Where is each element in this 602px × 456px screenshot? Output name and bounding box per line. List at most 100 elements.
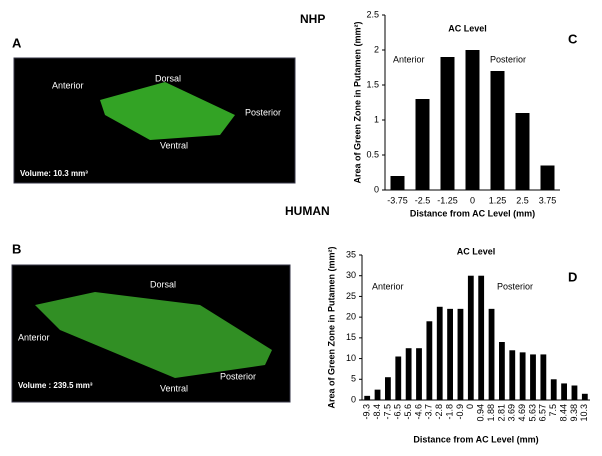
image-a: Anterior Dorsal Posterior Ventral Volume… [13,57,296,184]
x-tick-label: -9.3 [362,404,372,420]
annotation: Posterior [490,54,526,64]
x-tick-label: 6.57 [538,404,548,422]
panel-label: D [568,269,577,284]
bar [530,354,536,400]
x-tick-label: -8.4 [372,404,382,420]
bar [488,308,495,400]
image-label: Dorsal [155,73,181,83]
bar [467,275,474,400]
image-label: Anterior [52,80,84,90]
x-tick-label: -3.7 [424,404,434,420]
annotation: Anterior [372,281,404,291]
bar [415,99,430,190]
panel-label: C [568,31,578,46]
annotation: Posterior [497,281,533,291]
x-tick-label: 1.25 [489,195,507,205]
y-tick-label: 0.5 [366,149,379,159]
bar [395,356,402,400]
header: NHP [300,12,325,26]
bar [390,176,405,190]
bar [364,395,371,400]
y-tick-label: 25 [346,291,356,301]
x-tick-label: -4.6 [413,404,423,420]
y-tick-label: 1.5 [366,79,379,89]
image-label: Dorsal [150,279,176,289]
render-shape [100,82,235,140]
x-tick-label: 2.81 [496,404,506,422]
bar [540,165,555,190]
x-tick-label: -2.8 [434,404,444,420]
x-tick-label: 5.63 [527,404,537,422]
panel-label: A [12,35,22,50]
image-label: Posterior [245,107,281,117]
x-tick-label: -1.8 [444,404,454,420]
x-tick-label: 3.69 [507,404,517,422]
bar [515,113,530,190]
bar [540,354,547,400]
image-label: Ventral [160,140,188,150]
bar [436,306,443,400]
bar [478,275,485,400]
y-axis-label: Area of Green Zone in Putamen (mm²) [352,21,362,183]
x-tick-label: -0.9 [455,404,465,420]
bar [490,71,505,190]
bar [440,57,455,190]
image-label: Posterior [220,371,256,381]
bar [457,308,464,400]
panel-label: B [12,241,21,256]
render-shape [35,292,272,378]
bar [465,50,480,190]
x-tick-label: 8.44 [558,404,568,422]
bar [416,348,422,400]
y-tick-label: 10 [346,353,356,363]
x-tick-label: 9.38 [569,404,579,422]
bar [519,352,526,400]
y-tick-label: 5 [351,374,356,384]
image-label: Volume : 239.5 mm³ [18,381,93,390]
bar [581,393,588,400]
image-b: Anterior Dorsal Posterior Ventral Volume… [11,264,291,403]
image-label: Volume: 10.3 mm³ [20,169,88,178]
header: HUMAN [285,204,330,218]
y-tick-label: 0 [374,184,379,194]
bar [385,377,391,400]
x-tick-label: 1.88 [486,404,496,422]
annotation: Anterior [393,54,425,64]
annotation: AC Level [457,246,496,256]
image-label: Anterior [18,332,50,342]
bar [561,383,567,400]
x-tick-label: 0 [470,195,475,205]
x-tick-label: 2.5 [516,195,529,205]
y-tick-label: 1 [374,114,379,124]
bar [571,385,578,400]
x-tick-label: 7.5 [548,404,558,417]
bar [426,321,433,400]
annotation: AC Level [448,23,487,33]
bar [447,308,453,400]
x-tick-label: 4.69 [517,404,527,422]
x-axis-label: Distance from AC Level (mm) [410,208,535,218]
y-tick-label: 30 [346,270,356,280]
x-tick-label: -6.5 [393,404,403,420]
x-tick-label: -2.5 [415,195,431,205]
x-tick-label: -1.25 [437,195,458,205]
x-tick-label: -3.75 [387,195,408,205]
y-tick-label: 2.5 [366,9,379,19]
x-tick-label: 0 [465,404,475,409]
y-tick-label: 0 [351,394,356,404]
y-tick-label: 35 [346,249,356,259]
y-axis-label: Area of Green Zone in Putamen (mm²) [326,246,336,408]
bar [374,389,381,400]
x-tick-label: -7.5 [382,404,392,420]
x-tick-label: -5.6 [403,404,413,420]
bar [499,342,505,400]
x-axis-label: Distance from AC Level (mm) [413,434,538,444]
bar [509,350,516,400]
bar [405,348,412,400]
image-label: Ventral [160,383,188,393]
y-tick-label: 2 [374,44,379,54]
y-tick-label: 15 [346,332,356,342]
x-tick-label: 0.94 [476,404,486,422]
x-tick-label: 10.3 [579,404,589,422]
